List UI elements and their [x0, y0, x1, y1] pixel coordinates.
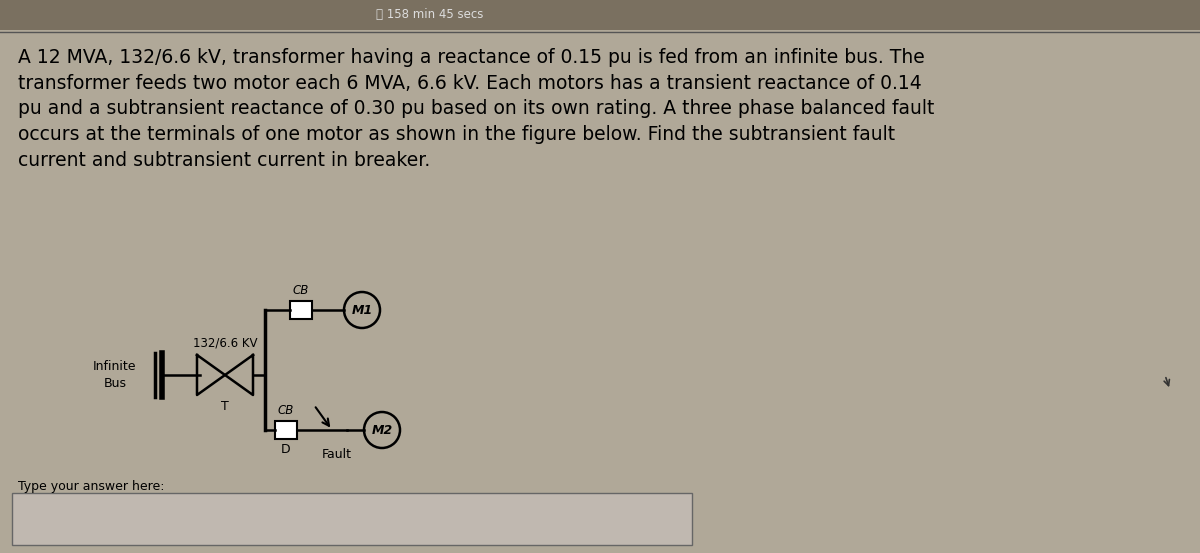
Text: T: T: [221, 400, 229, 413]
Text: D: D: [281, 443, 290, 456]
Text: ⏱ 158 min 45 secs: ⏱ 158 min 45 secs: [377, 8, 484, 22]
Bar: [275, 421, 298, 439]
Bar: [290, 301, 312, 319]
Text: Type your answer here:: Type your answer here:: [18, 480, 164, 493]
Text: CB: CB: [293, 284, 310, 297]
Text: M1: M1: [352, 304, 373, 316]
Bar: [0, 0, 1200, 30]
Text: CB: CB: [278, 404, 294, 417]
Text: 132/6.6 KV: 132/6.6 KV: [193, 336, 257, 349]
Text: A 12 MVA, 132/6.6 kV, transformer having a reactance of 0.15 pu is fed from an i: A 12 MVA, 132/6.6 kV, transformer having…: [18, 48, 935, 170]
Text: Fault: Fault: [322, 448, 352, 461]
Bar: [12, 493, 692, 545]
Text: Infinite
Bus: Infinite Bus: [94, 360, 137, 390]
Text: M2: M2: [371, 424, 392, 436]
